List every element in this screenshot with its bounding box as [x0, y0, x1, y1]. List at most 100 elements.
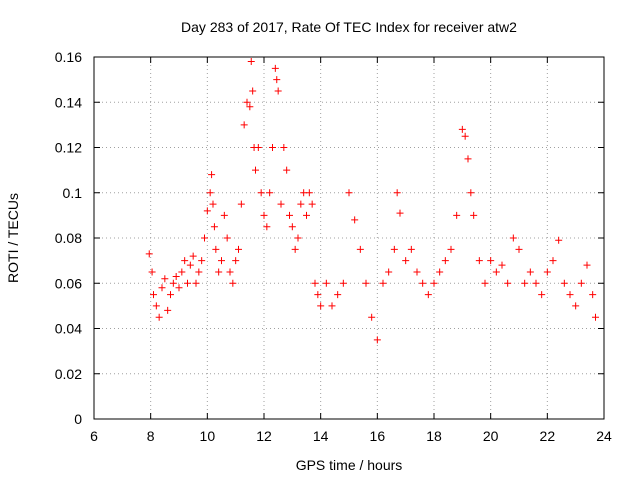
data-point [481, 279, 489, 287]
data-point [583, 261, 591, 269]
data-point [368, 313, 376, 321]
data-point [504, 279, 512, 287]
data-point [526, 268, 534, 276]
data-point [458, 125, 466, 133]
data-point [393, 189, 401, 197]
data-point [243, 98, 251, 106]
y-tick-label: 0.12 [55, 140, 82, 156]
data-point [521, 279, 529, 287]
data-point [291, 245, 299, 253]
y-tick-label: 0.16 [55, 49, 82, 65]
data-point [322, 279, 330, 287]
data-point [169, 279, 177, 287]
data-points [145, 58, 599, 344]
y-tick-label: 0.04 [55, 321, 82, 337]
data-point [266, 189, 274, 197]
x-tick-label: 10 [200, 428, 216, 444]
x-tick-label: 16 [370, 428, 386, 444]
data-point [560, 279, 568, 287]
data-point [263, 223, 271, 231]
data-point [351, 216, 359, 224]
data-point [181, 257, 189, 265]
data-point [470, 211, 478, 219]
data-point [577, 279, 585, 287]
x-tick-label: 24 [596, 428, 612, 444]
data-point [311, 279, 319, 287]
data-point [237, 200, 245, 208]
data-point [257, 189, 265, 197]
x-tick-label: 20 [483, 428, 499, 444]
data-point [271, 64, 279, 72]
x-tick-label: 12 [256, 428, 272, 444]
y-tick-label: 0.1 [63, 185, 83, 201]
data-point [464, 155, 472, 163]
data-point [201, 234, 208, 242]
data-point [223, 234, 231, 242]
y-tick-label: 0.06 [55, 275, 82, 291]
data-point [543, 268, 551, 276]
data-point [509, 234, 517, 242]
data-point [152, 302, 160, 310]
data-point [164, 306, 172, 314]
data-point [235, 245, 242, 253]
data-point [161, 275, 169, 283]
data-point [240, 121, 248, 129]
data-point [314, 291, 322, 299]
chart-title: Day 283 of 2017, Rate Of TEC Index for r… [181, 19, 517, 35]
data-point [297, 200, 305, 208]
data-point [252, 166, 259, 174]
data-point [277, 200, 285, 208]
data-point [572, 302, 580, 310]
data-point [232, 257, 240, 265]
data-point [260, 211, 268, 219]
data-point [407, 245, 415, 253]
x-tick-label: 14 [313, 428, 329, 444]
data-point [218, 257, 225, 265]
y-tick-label: 0.02 [55, 366, 82, 382]
y-tick-label: 0.08 [55, 230, 82, 246]
data-point [566, 291, 574, 299]
data-point [226, 268, 234, 276]
data-point [254, 144, 262, 151]
data-point [390, 245, 398, 253]
data-point [195, 268, 203, 276]
data-point [339, 279, 347, 287]
data-point [345, 189, 353, 197]
data-point [402, 257, 410, 265]
data-point [515, 245, 523, 253]
data-point [294, 234, 302, 242]
data-point [362, 279, 370, 287]
data-point [555, 236, 563, 244]
data-point [274, 87, 282, 95]
data-point [379, 279, 387, 287]
data-point [175, 284, 183, 292]
data-point [487, 257, 495, 265]
data-point [148, 268, 156, 276]
data-point [220, 211, 228, 219]
data-point [273, 76, 281, 84]
data-point [215, 268, 223, 276]
x-tick-label: 8 [147, 428, 155, 444]
data-point [189, 252, 197, 260]
data-point [549, 257, 557, 265]
x-axis-label: GPS time / hours [296, 457, 403, 473]
data-point [249, 87, 257, 95]
data-point [206, 189, 214, 197]
data-point [430, 279, 438, 287]
data-point [413, 268, 421, 276]
data-point [269, 144, 276, 151]
data-point [334, 291, 342, 299]
data-point [538, 291, 546, 299]
data-point [192, 279, 200, 287]
y-tick-label: 0.14 [55, 94, 82, 110]
data-point [280, 144, 288, 151]
data-point [453, 211, 461, 219]
data-point [209, 200, 217, 208]
x-axis-ticks: 6 8 10 12 14 16 18 20 22 24 [90, 57, 612, 444]
data-point [592, 313, 599, 321]
data-point [246, 103, 254, 111]
data-point [461, 132, 469, 140]
data-point [396, 209, 404, 217]
